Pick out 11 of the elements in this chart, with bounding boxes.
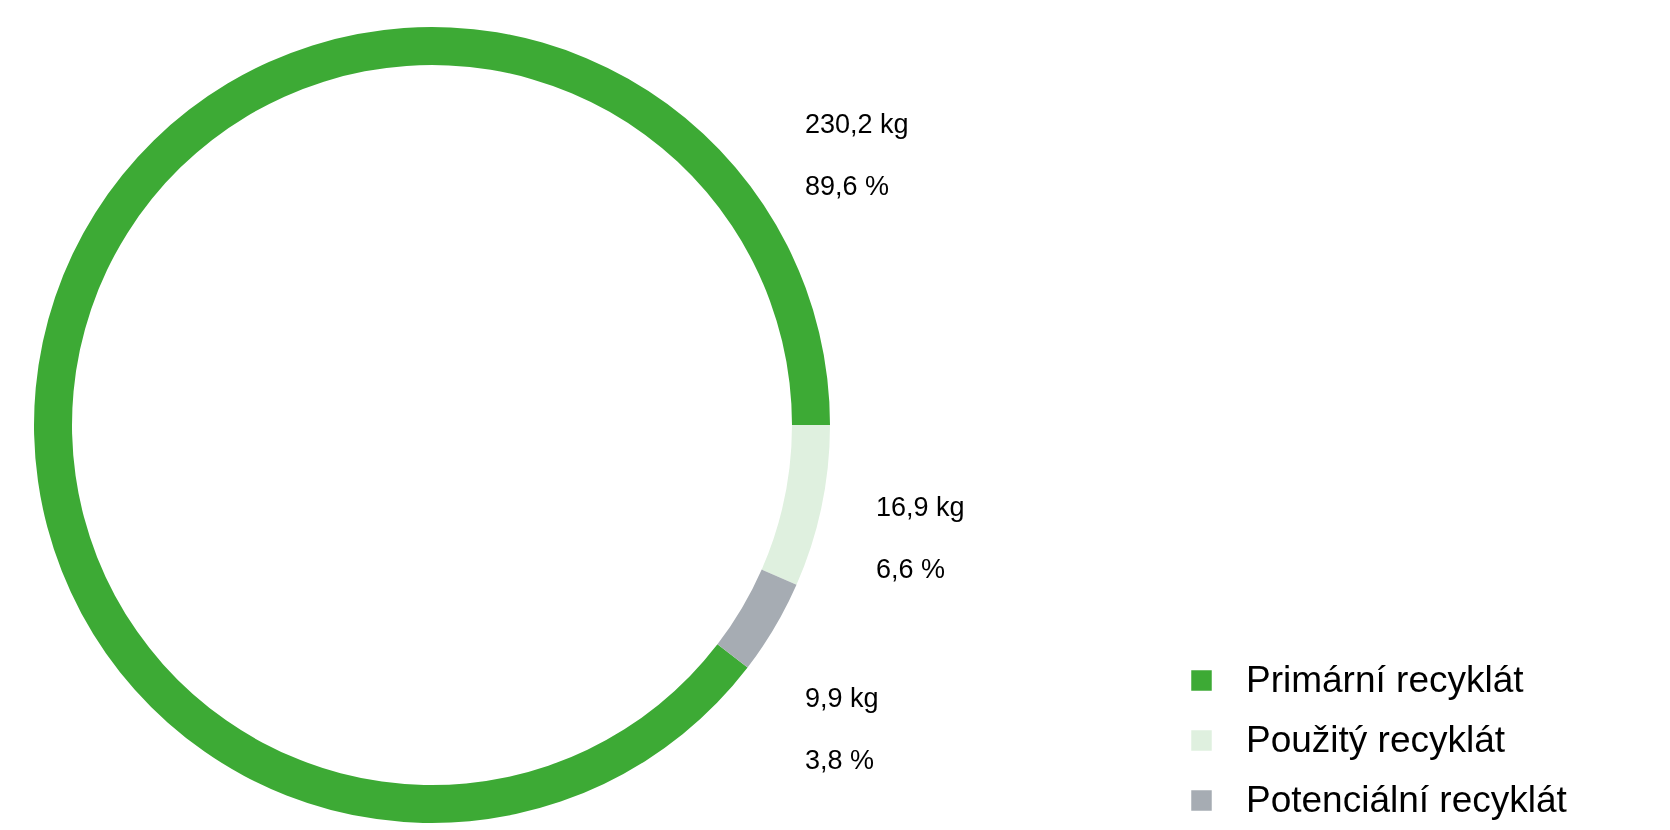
- legend-label: Potenciální recyklát: [1246, 778, 1568, 820]
- text: 89,6 %: [805, 171, 890, 201]
- text: 3,8 %: [805, 745, 875, 775]
- donut-slice: [717, 569, 797, 668]
- data-label: 230,2 kg: [805, 109, 909, 139]
- data-label: 9,9 kg: [805, 683, 879, 713]
- legend-label: Primární recyklát: [1246, 658, 1525, 700]
- donut-slice: [761, 425, 830, 585]
- data-label: 16,9 kg: [876, 492, 965, 522]
- text: 6,6 %: [876, 554, 946, 584]
- legend-label: Použitý recyklát: [1246, 718, 1506, 760]
